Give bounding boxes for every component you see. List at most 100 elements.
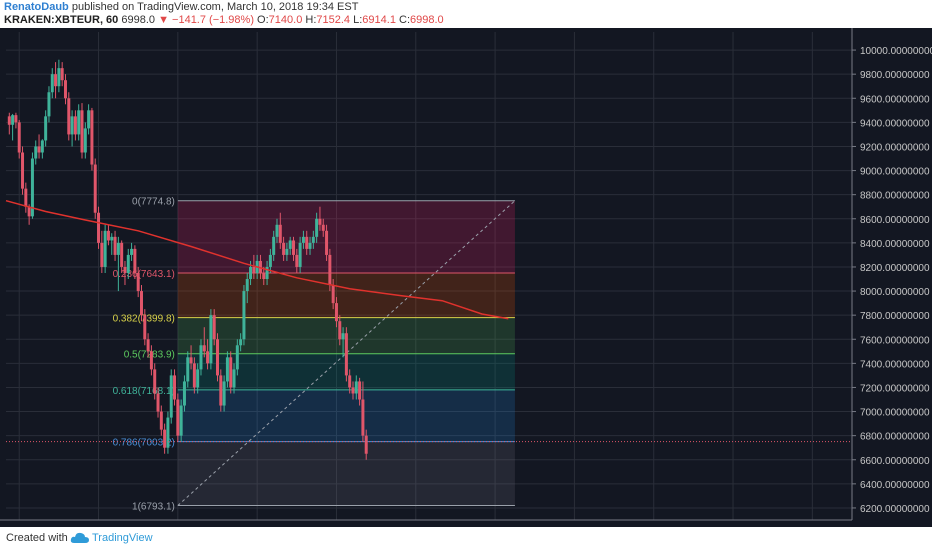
- candle-body: [17, 122, 21, 153]
- candle-down: [351, 381, 355, 400]
- candle-down: [338, 315, 342, 346]
- y-tick-label: 10000.00000000: [860, 46, 932, 57]
- candle-up: [222, 375, 226, 412]
- candle-body: [24, 188, 28, 207]
- ohlc-info: KRAKEN:XBTEUR, 60 6998.0 ▼ −141.7 (−1.98…: [4, 14, 444, 26]
- candle-body: [149, 351, 153, 370]
- candle-body: [351, 387, 355, 394]
- candle-down: [229, 351, 233, 394]
- candle-body: [163, 429, 167, 448]
- candle-up: [186, 351, 190, 388]
- tradingview-brand[interactable]: TradingView: [92, 532, 153, 544]
- candle-body: [54, 74, 58, 87]
- y-tick-label: 7600.00000000: [860, 335, 930, 346]
- candle-down: [192, 357, 196, 394]
- low-label: L:: [353, 14, 363, 26]
- candle-up: [11, 113, 15, 141]
- candle-body: [305, 236, 309, 249]
- symbol-label[interactable]: KRAKEN:XBTEUR, 60: [4, 14, 119, 26]
- candle-body: [44, 116, 48, 141]
- candle-up: [308, 236, 312, 255]
- y-tick-label: 6600.00000000: [860, 456, 930, 467]
- candle-body: [212, 315, 216, 340]
- candle-body: [106, 230, 110, 241]
- close-label: C:: [399, 14, 411, 26]
- y-tick-label: 7800.00000000: [860, 311, 930, 322]
- candle-down: [364, 429, 368, 460]
- y-tick-label: 8000.00000000: [860, 287, 930, 298]
- candle-up: [47, 86, 51, 123]
- candle-down: [146, 333, 150, 358]
- y-tick-label: 8600.00000000: [860, 215, 930, 226]
- candle-body: [37, 146, 41, 153]
- candle-down: [282, 236, 286, 261]
- candle-body: [311, 236, 315, 243]
- candle-body: [216, 339, 219, 376]
- y-tick-label: 8800.00000000: [860, 191, 930, 202]
- tradingview-cloud-icon: [70, 532, 89, 543]
- price-chart[interactable]: 0(7774.8)0.236(7643.1)0.382(7399.8)0.5(7…: [0, 28, 932, 527]
- candle-body: [7, 116, 11, 125]
- candle-up: [199, 339, 203, 376]
- fib-level-label: 0.786(7003.2): [113, 438, 175, 449]
- fibonacci-retracement[interactable]: 0(7774.8)0.236(7643.1)0.382(7399.8)0.5(7…: [113, 197, 516, 513]
- grid-lines: [6, 32, 852, 520]
- price-axis[interactable]: 10000.00000000 9800.00000000 9600.00000000…: [851, 28, 932, 520]
- candle-down: [344, 327, 348, 382]
- candle-body: [364, 435, 368, 454]
- candle-up: [275, 218, 279, 243]
- candle-up: [232, 363, 236, 394]
- candle-up: [130, 242, 134, 261]
- candle-down: [60, 62, 64, 87]
- candle-body: [295, 254, 299, 267]
- candle-body: [123, 266, 127, 273]
- candle-up: [298, 236, 302, 273]
- candle-down: [24, 182, 28, 213]
- candle-down: [278, 212, 282, 249]
- candle-body: [219, 375, 223, 406]
- candle-down: [97, 206, 101, 249]
- time-axis[interactable]: 812:00912:001012:001112:001212:0013: [0, 519, 852, 527]
- candle-up: [57, 59, 61, 93]
- author-link[interactable]: RenatoDaub: [4, 1, 69, 13]
- candle-body: [258, 260, 262, 273]
- candle-up: [166, 411, 170, 454]
- candle-down: [113, 230, 117, 261]
- candle-up: [87, 104, 91, 135]
- triangle-down-icon: ▼: [158, 14, 169, 26]
- fib-level-label: 0(7774.8): [132, 197, 175, 208]
- moving-average: [5, 199, 852, 443]
- candle-up: [44, 110, 48, 147]
- candle-body: [169, 375, 173, 418]
- y-tick-label: 6800.00000000: [860, 432, 930, 443]
- candle-down: [159, 405, 163, 436]
- candle-down: [202, 327, 206, 358]
- publish-info: RenatoDaub published on TradingView.com,…: [4, 1, 358, 13]
- last-price: 6998.0: [121, 14, 156, 26]
- candle-body: [249, 266, 253, 280]
- y-tick-label: 9800.00000000: [860, 70, 930, 81]
- candle-body: [87, 110, 91, 129]
- candle-up: [245, 272, 249, 304]
- y-tick-label: 8200.00000000: [860, 263, 930, 274]
- candle-body: [103, 230, 107, 267]
- candle-down: [295, 248, 299, 273]
- candle-body: [301, 236, 305, 243]
- candle-body: [67, 98, 71, 135]
- candle-body: [133, 248, 137, 273]
- candle-body: [14, 115, 18, 123]
- candle-down: [153, 363, 157, 400]
- candle-body: [40, 140, 44, 153]
- candle-up: [70, 110, 74, 147]
- candle-up: [225, 351, 229, 388]
- candle-down: [90, 107, 94, 171]
- candle-up: [77, 104, 81, 141]
- candle-body: [116, 242, 120, 255]
- candle-body: [21, 152, 25, 189]
- candle-body: [321, 224, 325, 231]
- candle-up: [301, 230, 305, 249]
- candle-body: [173, 375, 177, 400]
- y-tick-label: 6200.00000000: [860, 504, 930, 515]
- candle-body: [110, 236, 114, 241]
- candle-body: [73, 116, 77, 135]
